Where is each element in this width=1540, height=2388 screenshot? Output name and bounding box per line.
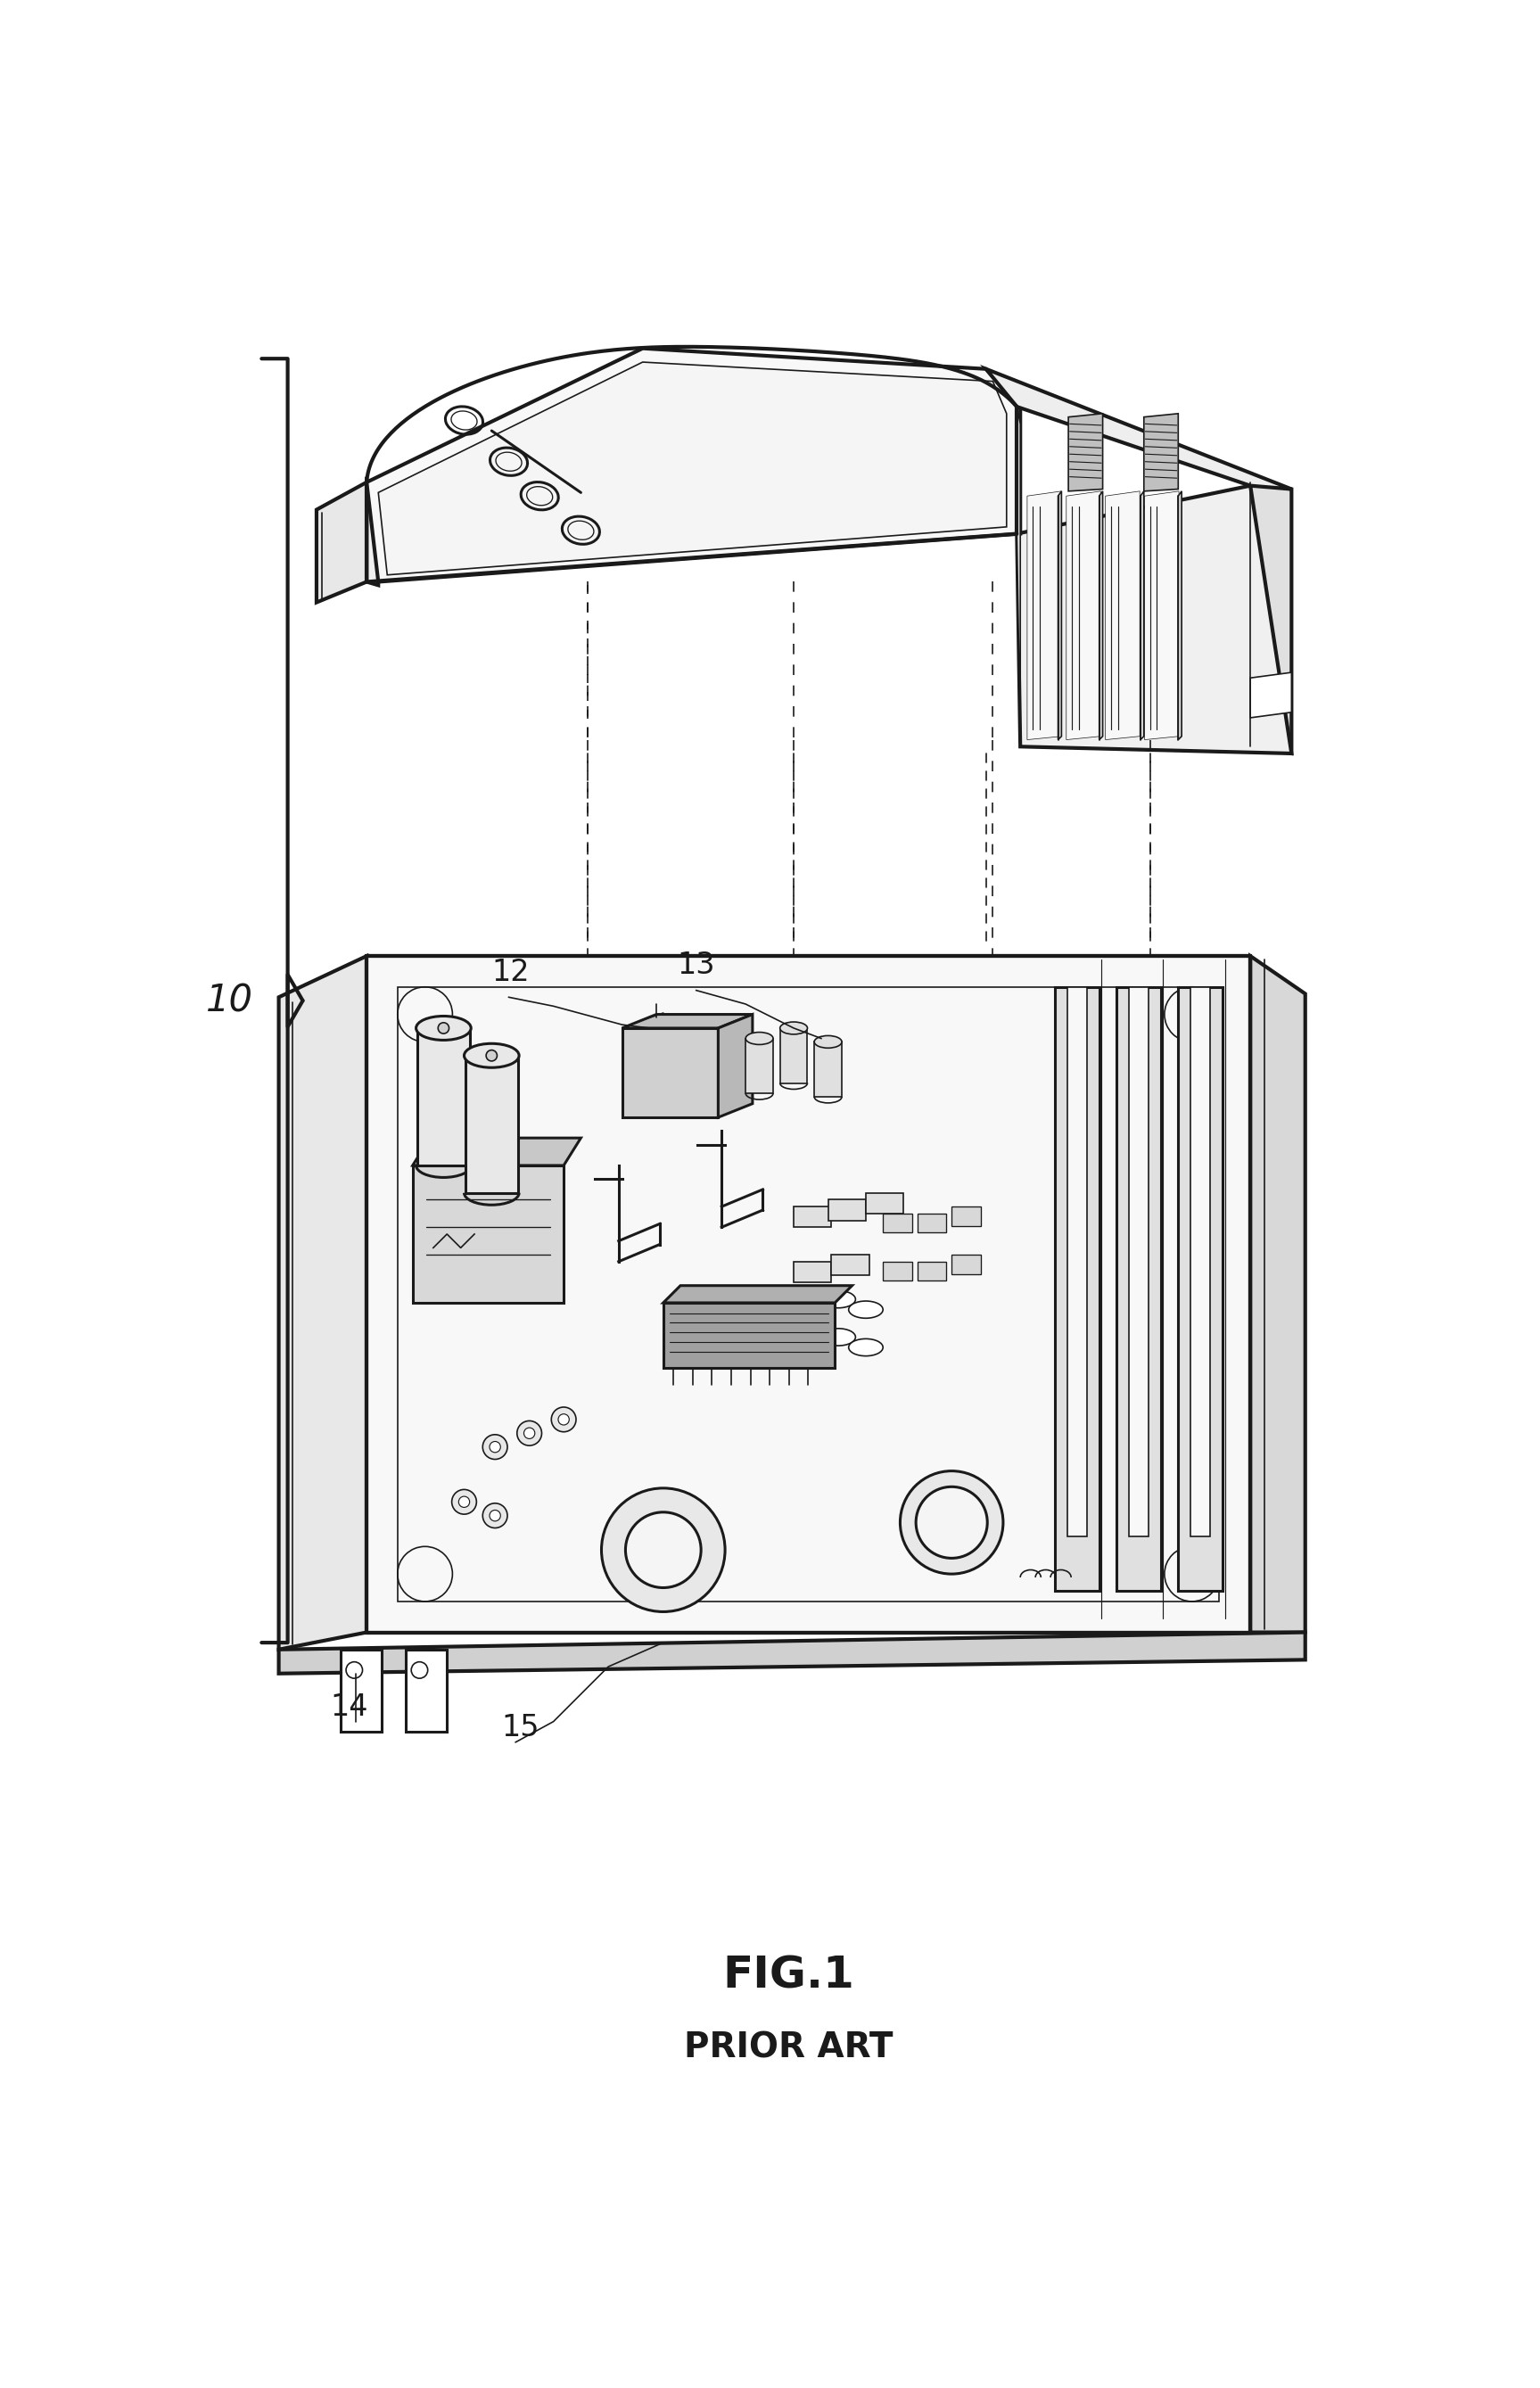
- Polygon shape: [745, 1039, 773, 1094]
- Circle shape: [437, 1022, 450, 1034]
- Polygon shape: [379, 363, 1007, 576]
- Polygon shape: [815, 1041, 842, 1096]
- Circle shape: [490, 1509, 501, 1521]
- Polygon shape: [1016, 406, 1021, 747]
- Polygon shape: [367, 955, 1250, 1633]
- Polygon shape: [918, 1261, 946, 1280]
- Text: 10: 10: [206, 981, 253, 1020]
- Polygon shape: [417, 1029, 470, 1165]
- Circle shape: [451, 1490, 476, 1514]
- Polygon shape: [664, 1285, 852, 1304]
- Polygon shape: [1058, 492, 1061, 740]
- Text: FIG.1: FIG.1: [722, 1953, 855, 1996]
- Polygon shape: [952, 1206, 981, 1225]
- Text: 14: 14: [330, 1693, 368, 1722]
- Polygon shape: [986, 370, 1292, 490]
- Polygon shape: [1027, 492, 1061, 740]
- Ellipse shape: [745, 1032, 773, 1044]
- Polygon shape: [718, 1015, 753, 1118]
- Polygon shape: [865, 1194, 904, 1213]
- Polygon shape: [918, 1213, 946, 1232]
- Polygon shape: [622, 1015, 753, 1029]
- Circle shape: [625, 1512, 701, 1588]
- Circle shape: [459, 1497, 470, 1507]
- Polygon shape: [793, 1261, 832, 1282]
- Text: 12: 12: [491, 958, 530, 986]
- Polygon shape: [279, 1633, 1306, 1674]
- Circle shape: [602, 1488, 725, 1612]
- Text: 13: 13: [678, 950, 715, 979]
- Text: PRIOR ART: PRIOR ART: [684, 2030, 893, 2066]
- Polygon shape: [882, 1213, 912, 1232]
- Polygon shape: [793, 1206, 832, 1227]
- Circle shape: [517, 1421, 542, 1445]
- Polygon shape: [1250, 955, 1306, 1633]
- Polygon shape: [367, 480, 379, 585]
- Polygon shape: [317, 482, 367, 602]
- Polygon shape: [1106, 492, 1140, 740]
- Ellipse shape: [793, 1309, 829, 1325]
- Polygon shape: [413, 1165, 564, 1304]
- Polygon shape: [1190, 986, 1210, 1535]
- Polygon shape: [465, 1055, 517, 1194]
- Polygon shape: [1141, 492, 1144, 740]
- Ellipse shape: [849, 1340, 882, 1356]
- Polygon shape: [279, 955, 367, 1650]
- Polygon shape: [952, 1254, 981, 1273]
- Polygon shape: [1067, 986, 1087, 1535]
- Polygon shape: [1178, 986, 1223, 1590]
- Polygon shape: [1016, 485, 1292, 755]
- Ellipse shape: [815, 1036, 842, 1048]
- Ellipse shape: [464, 1044, 519, 1067]
- Ellipse shape: [821, 1292, 856, 1309]
- Ellipse shape: [849, 1301, 882, 1318]
- Polygon shape: [1144, 413, 1178, 492]
- Polygon shape: [1055, 986, 1100, 1590]
- Ellipse shape: [779, 1022, 807, 1034]
- Polygon shape: [779, 1029, 807, 1084]
- Polygon shape: [1129, 986, 1149, 1535]
- Ellipse shape: [767, 1294, 801, 1311]
- Circle shape: [411, 1662, 428, 1679]
- Circle shape: [551, 1407, 576, 1433]
- Circle shape: [490, 1442, 501, 1452]
- Polygon shape: [1066, 492, 1101, 740]
- Polygon shape: [832, 1254, 869, 1275]
- Circle shape: [482, 1502, 507, 1528]
- Polygon shape: [882, 1261, 912, 1280]
- Polygon shape: [829, 1199, 865, 1220]
- Polygon shape: [1178, 492, 1181, 740]
- Text: 15: 15: [502, 1712, 541, 1743]
- Polygon shape: [1116, 986, 1161, 1590]
- Circle shape: [346, 1662, 362, 1679]
- Polygon shape: [664, 1304, 835, 1368]
- Ellipse shape: [821, 1328, 856, 1347]
- Circle shape: [916, 1488, 987, 1559]
- Circle shape: [901, 1471, 1003, 1574]
- Ellipse shape: [767, 1335, 801, 1352]
- Polygon shape: [622, 1029, 718, 1118]
- Ellipse shape: [416, 1015, 471, 1041]
- Circle shape: [524, 1428, 534, 1438]
- Ellipse shape: [793, 1347, 829, 1364]
- Polygon shape: [367, 349, 1021, 583]
- Polygon shape: [1250, 482, 1292, 755]
- Circle shape: [557, 1414, 570, 1426]
- Polygon shape: [1144, 492, 1180, 740]
- Polygon shape: [1069, 413, 1103, 492]
- Polygon shape: [1250, 673, 1292, 719]
- Polygon shape: [405, 1650, 447, 1731]
- Circle shape: [487, 1051, 497, 1060]
- Circle shape: [482, 1435, 507, 1459]
- Polygon shape: [1100, 492, 1103, 740]
- Polygon shape: [413, 1139, 581, 1165]
- Polygon shape: [340, 1650, 382, 1731]
